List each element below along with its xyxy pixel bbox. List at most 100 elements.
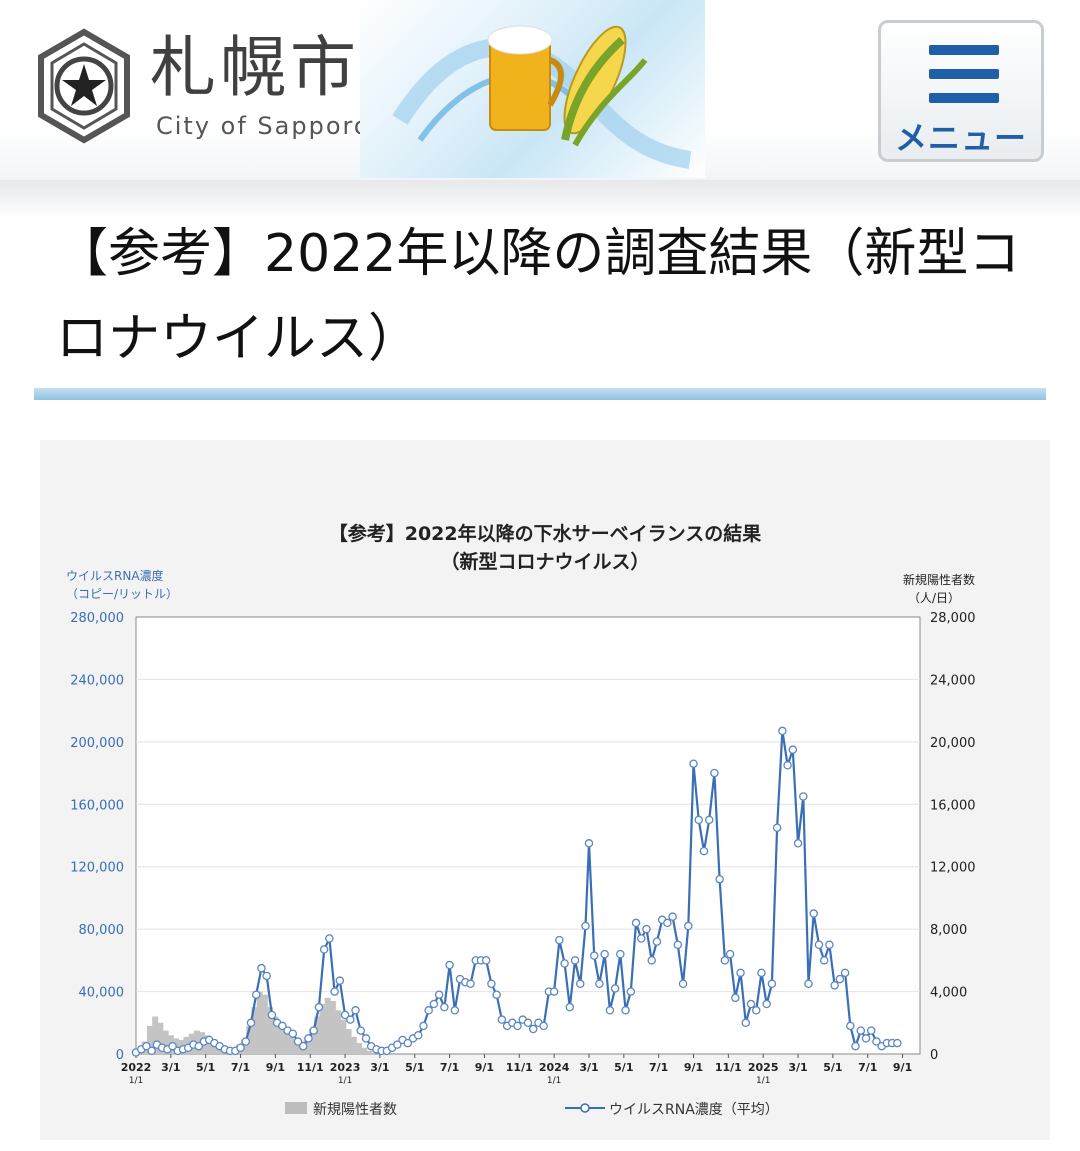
positive-cases-bar [272,1016,279,1054]
rna-point [621,1006,630,1015]
rna-point [673,940,683,949]
rna-concentration-line [131,726,902,1057]
rna-point [788,745,798,754]
rna-point [581,921,590,931]
header-shadow [0,180,1080,220]
rna-point [361,1034,371,1043]
rna-point [445,960,454,970]
x-tick-label: 9/1 [475,1061,494,1074]
rna-point [393,1040,402,1049]
x-tick-label: 11/1 [297,1061,324,1074]
rna-point [626,987,636,996]
positive-cases-bar [335,1010,342,1054]
rna-point [731,993,740,1003]
rna-point [710,768,719,778]
rna-point [309,1026,318,1035]
rna-point [793,839,803,848]
x-tick-label: 7/1 [440,1061,459,1074]
positive-cases-bar [162,1030,169,1054]
rna-point [778,726,787,736]
rna-point [647,956,656,965]
rna-point [746,999,756,1009]
rna-point [523,1018,533,1028]
rna-point [288,1029,298,1038]
rna-point [487,979,496,989]
rna-point [642,924,651,934]
positive-cases-bar [319,1004,326,1054]
positive-cases-bar [361,1047,368,1054]
menu-label: メニュー [894,119,1027,157]
rna-point [257,963,266,973]
left-axis-label-2: （コピー/リットル） [66,587,178,601]
left-tick-label: 120,000 [70,861,124,876]
rna-point [804,979,813,989]
rna-point [466,979,475,989]
left-tick-label: 240,000 [70,673,124,688]
rna-point [846,1021,855,1031]
rna-point [241,1037,251,1046]
positive-cases-bar [314,1016,321,1054]
rna-point [704,815,714,825]
x-tick-label: 7/1 [858,1061,877,1074]
positive-cases-bar [345,1029,352,1054]
rna-point [720,956,730,965]
x-tick-label: 11/1 [715,1061,742,1074]
rna-point [600,949,609,959]
rna-point [555,935,564,945]
x-tick-sublabel: 1/1 [547,1076,561,1086]
rna-point [610,984,620,993]
rna-point [851,1041,860,1051]
rna-point [236,1043,245,1053]
rna-point [340,1010,350,1020]
positive-cases-bar [324,997,331,1054]
right-tick-label: 16,000 [930,798,976,813]
positive-cases-bar [256,991,263,1054]
sapporo-emblem-icon[interactable] [34,28,134,144]
x-tick-label: 2025 [748,1061,779,1074]
rna-point [668,912,677,921]
rna-point [246,1018,256,1028]
left-tick-label: 80,000 [79,923,125,938]
positive-cases-bar [251,1007,258,1054]
header-banner-image [360,0,705,178]
right-axis-label-2: （人/日） [908,591,960,605]
right-tick-label: 8,000 [930,923,967,938]
rna-point [751,1006,761,1015]
positive-cases-bar [152,1016,159,1054]
rna-point [616,949,625,959]
rna-point [757,968,766,978]
rna-point [576,979,585,989]
plot-area [135,616,921,1055]
rna-point [694,815,703,825]
positive-cases-bar [340,1019,347,1054]
menu-button[interactable]: メニュー [878,20,1044,162]
city-name[interactable]: 札幌市 [150,29,360,106]
rna-point [319,945,329,954]
right-tick-label: 28,000 [930,611,976,626]
rna-point [497,1015,507,1024]
page-title: 【参考】2022年以降の調査結果（新型コロナウイルス） [56,224,1021,369]
rna-point [772,823,782,832]
rna-point [809,909,818,918]
rna-point [528,1024,538,1034]
x-tick-label: 5/1 [405,1061,424,1074]
rna-point [351,1006,360,1015]
rna-point [861,1034,871,1043]
x-tick-label: 2023 [330,1061,361,1074]
rna-point [570,956,580,965]
positive-cases-bar [293,1039,300,1054]
site-header: 札幌市 City of Sapporo メニュー [0,0,1080,181]
city-name-en[interactable]: City of Sapporo [156,112,371,140]
rna-point [715,874,724,884]
rna-point [513,1021,522,1031]
rna-point [549,987,559,996]
rna-point [689,759,698,768]
right-tick-label: 20,000 [930,736,976,751]
rna-point [799,792,808,801]
rna-point [560,959,569,968]
rna-point [565,1002,575,1012]
left-axis-ticks: 0 40,000 80,000 120,000 160,000 200,000 240,00… [70,611,124,1063]
rna-point [492,990,501,999]
positive-cases-bar [277,1025,284,1054]
positive-cases-bar [366,1050,373,1054]
